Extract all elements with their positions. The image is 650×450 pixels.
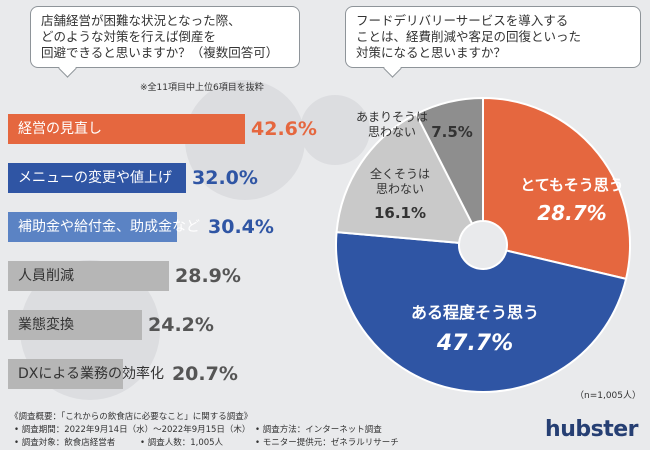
footer-title: 《調査概要：「これからの飲食店に必要なこと」に関する調査》 bbox=[10, 412, 253, 422]
hubster-logo: hubster bbox=[545, 417, 638, 442]
bar-category-label: DXによる業務の効率化 bbox=[18, 366, 164, 382]
donut-slice-value: 28.7% bbox=[537, 201, 606, 225]
right-question-line: ことは、経費削減や客足の回復といった bbox=[356, 29, 582, 44]
donut-slice-value: 7.5% bbox=[431, 123, 473, 141]
bar-value-label: 30.4% bbox=[208, 216, 274, 238]
left-note: ※全11項目中上位6項目を抜粋 bbox=[140, 83, 264, 93]
donut-slice-label: とてもそう思う bbox=[520, 176, 624, 194]
right-question-line: フードデリバリーサービスを導入する bbox=[356, 13, 569, 28]
bar-category-label: 経営の見直し bbox=[18, 121, 102, 137]
bar-value-label: 24.2% bbox=[148, 314, 214, 336]
footer-target: • 調査対象：飲食店経営者 bbox=[14, 438, 116, 448]
donut-slice-label: 思わない bbox=[368, 125, 416, 139]
background-decoration bbox=[300, 95, 370, 165]
right-question-box: フードデリバリーサービスを導入する ことは、経費削減や客足の回復といった 対策に… bbox=[345, 6, 641, 78]
footer-method: • 調査方法：インターネット調査 bbox=[255, 425, 382, 435]
bar bbox=[8, 114, 245, 144]
bar-category-label: 業態変換 bbox=[18, 317, 74, 333]
bar-value-label: 32.0% bbox=[192, 167, 258, 189]
bar-category-label: メニューの変更や値上げ bbox=[18, 170, 172, 186]
donut-slice bbox=[335, 231, 628, 393]
bar-value-label: 28.9% bbox=[175, 265, 241, 287]
sample-size-note: （n=1,005人） bbox=[575, 391, 642, 401]
right-question-line: 対策になると思いますか？ bbox=[356, 45, 507, 60]
bar bbox=[8, 212, 177, 242]
donut-slice-label: 全くそうは bbox=[370, 166, 430, 181]
footer-provider: • モニター提供元：ゼネラルリサーチ bbox=[255, 438, 399, 448]
footer-count: • 調査人数：1,005人 bbox=[140, 438, 224, 448]
donut-slice-label: ある程度そう思う bbox=[411, 303, 539, 322]
donut-slice-value: 47.7% bbox=[436, 331, 513, 356]
left-question-line: どのような対策を行えば倒産を bbox=[41, 29, 217, 44]
bar bbox=[8, 359, 123, 389]
bar bbox=[8, 163, 186, 193]
bar bbox=[8, 261, 169, 291]
bar-value-label: 20.7% bbox=[171, 363, 238, 385]
bar-category-label: 人員削減 bbox=[18, 268, 74, 284]
footer-period: • 調査期間：2022年9月14日（水）〜2022年9月15日（木） bbox=[14, 425, 251, 435]
donut-slice bbox=[414, 96, 484, 225]
bar-value-label: 42.6% bbox=[251, 118, 317, 140]
left-question-line: 店舗経営が困難な状況となった際、 bbox=[41, 13, 241, 28]
bar-category-label: 補助金や給付金、助成金など bbox=[18, 219, 200, 235]
donut-slice-label: 思わない bbox=[376, 182, 424, 196]
bar bbox=[8, 310, 142, 340]
left-question-box: 店舗経営が困難な状況となった際、 どのような対策を行えば倒産を 回避できると思い… bbox=[30, 6, 300, 78]
left-question-line: 回避できると思いますか？（複数回答可） bbox=[41, 45, 279, 60]
donut-slice bbox=[482, 96, 631, 281]
donut-slice-value: 16.1% bbox=[374, 204, 426, 222]
donut-slice-label: あまりそうは bbox=[356, 110, 428, 124]
donut-slice bbox=[335, 112, 474, 244]
